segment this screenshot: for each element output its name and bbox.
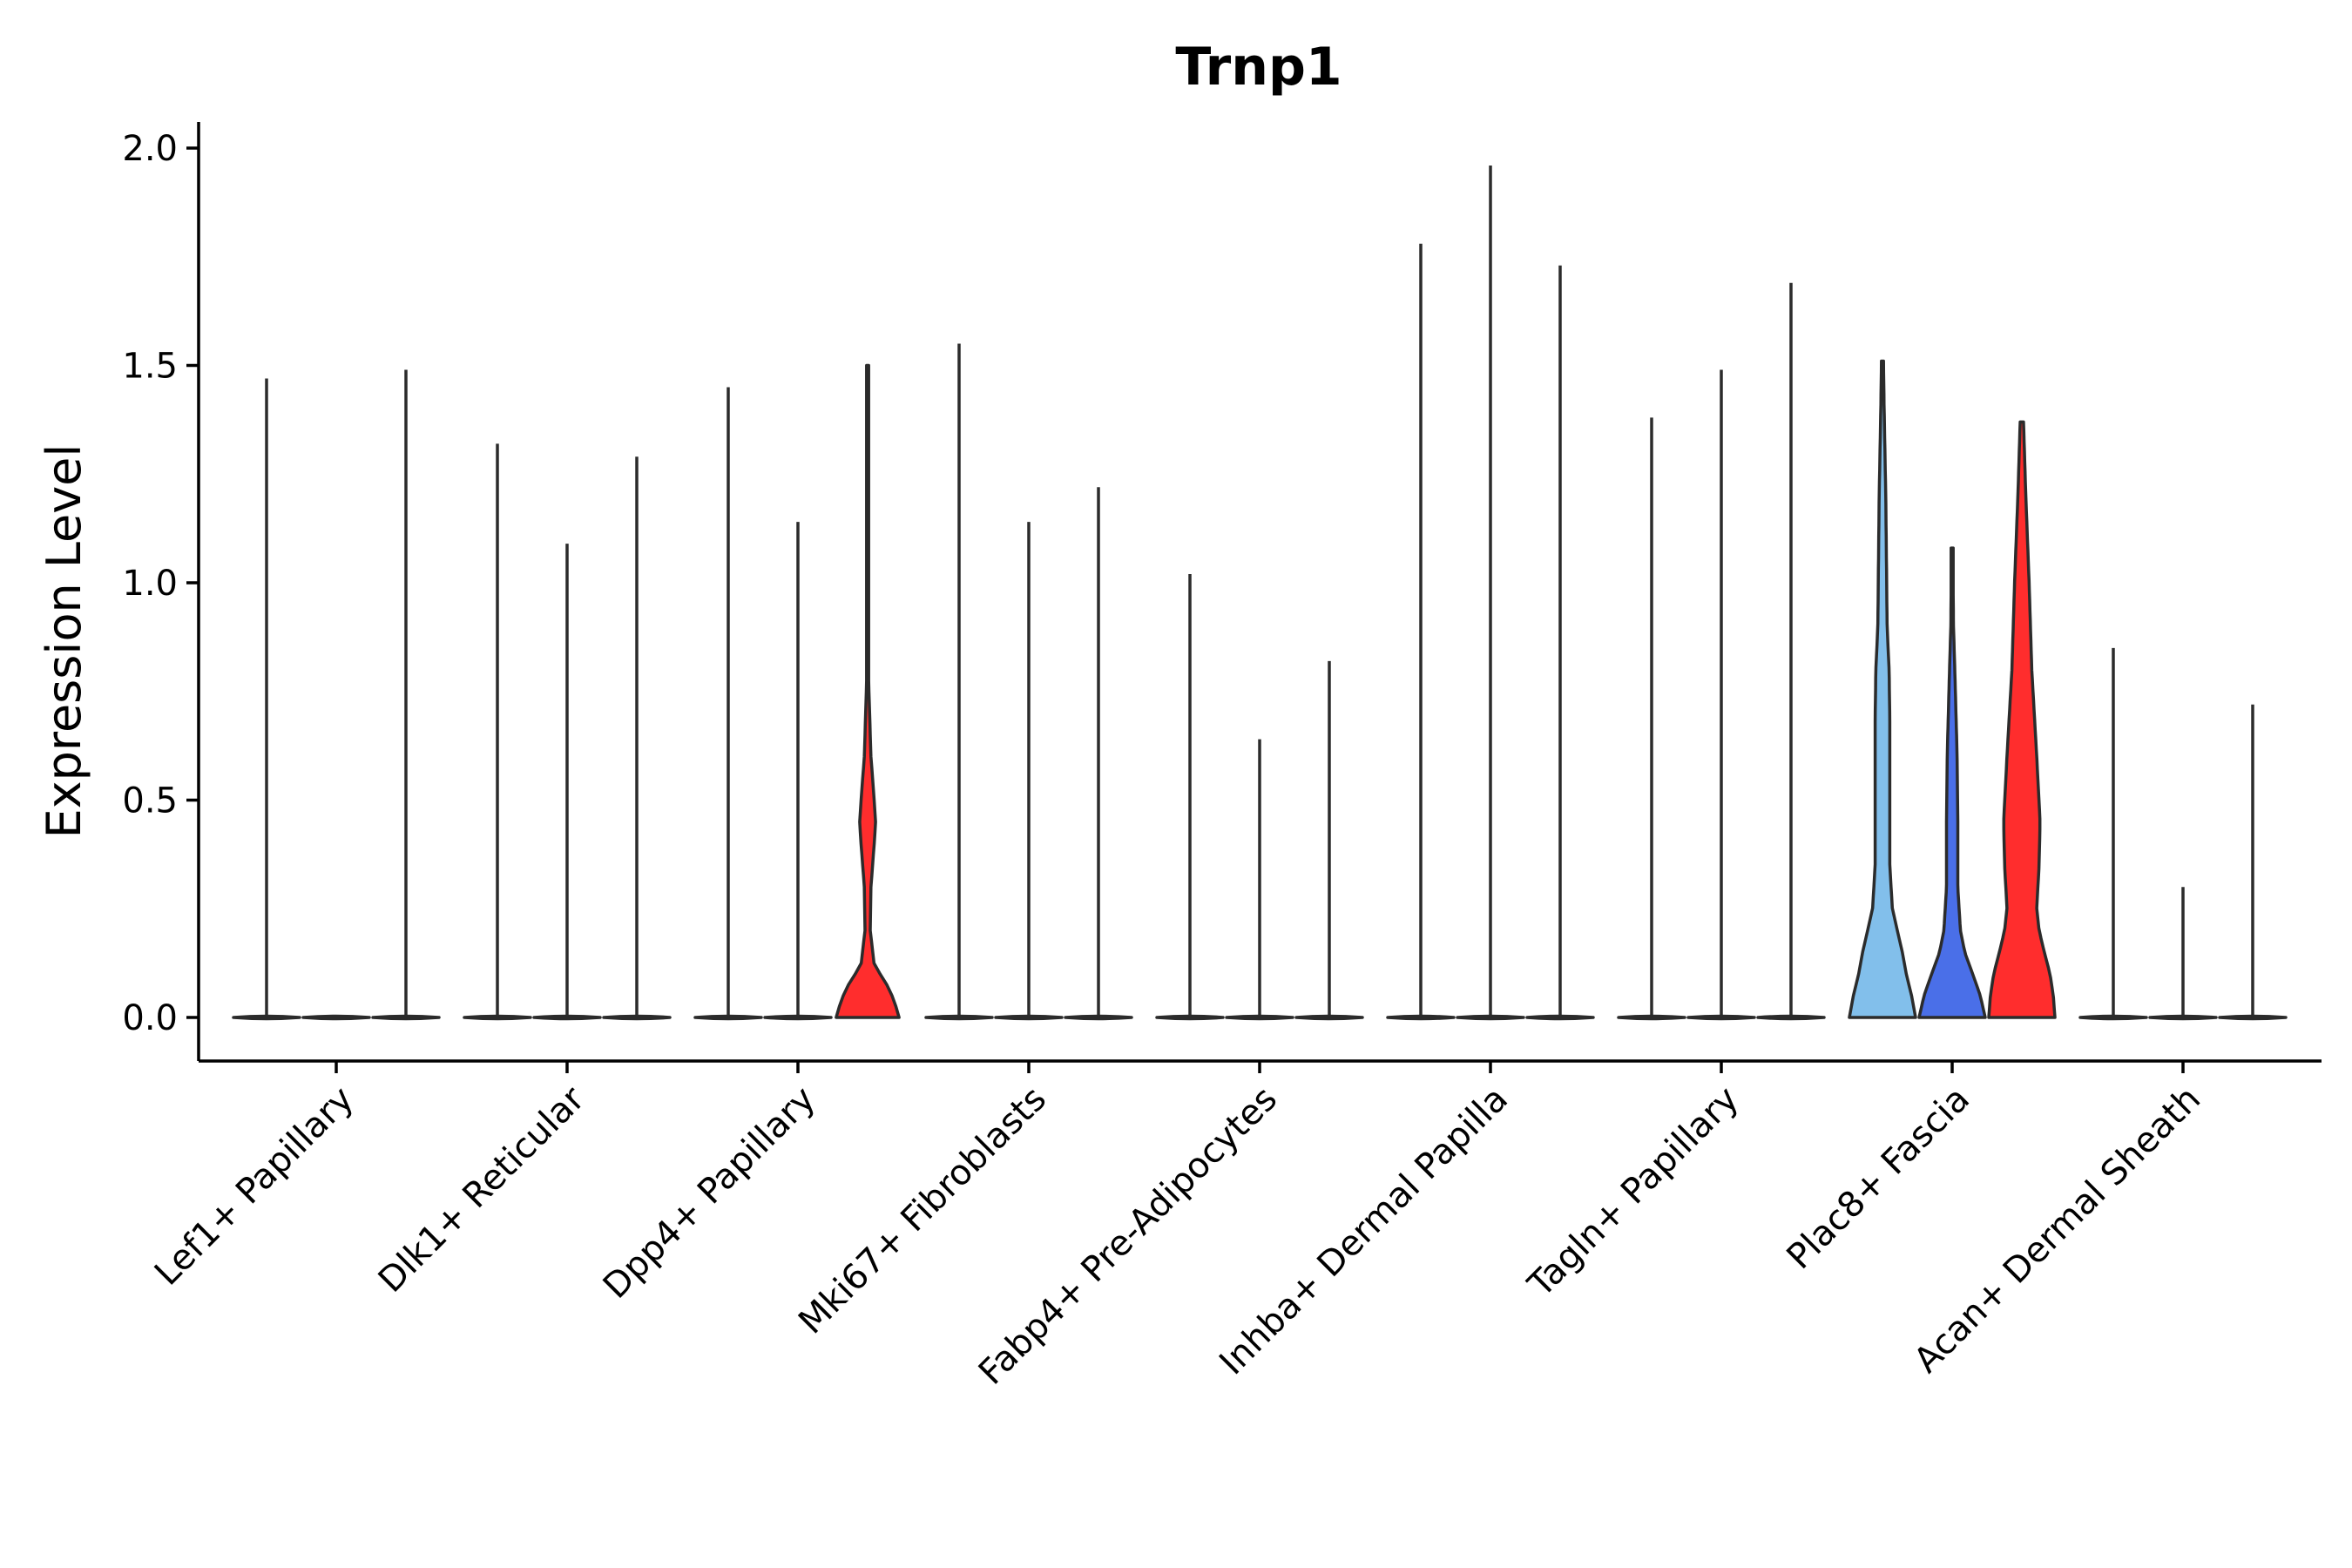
x-tick-label: Dlk1+ Reticular <box>371 1078 593 1301</box>
chart-title: Trnp1 <box>1175 37 1342 98</box>
x-tick-label: Lef1+ Papillary <box>147 1079 362 1294</box>
violins-layer <box>232 165 2288 1021</box>
y-tick-label: 0.5 <box>122 781 178 821</box>
violin-base-0-1 <box>301 1014 371 1021</box>
y-tick-label: 1.0 <box>122 564 178 604</box>
x-tick-label: Plac8+ Fascia <box>1780 1079 1978 1278</box>
axes-layer: 0.0 0.5 1.0 1.5 2.0 Lef1+ Papillary Dlk1+ Reti… <box>122 122 2322 1393</box>
y-tick-label: 2.0 <box>122 129 178 169</box>
x-tick-label: Mki67+ Fibroblasts <box>791 1079 1054 1342</box>
y-tick-label: 0.0 <box>122 998 178 1038</box>
violin-7-1 <box>1917 546 1987 1019</box>
violin-2-2 <box>835 363 901 1019</box>
x-tick-label: Dpp4+ Papillary <box>596 1079 823 1307</box>
violin-7-2 <box>1987 420 2057 1019</box>
y-axis-label: Expression Level <box>37 444 91 839</box>
x-tick-label: Tagln+ Papillary <box>1520 1079 1747 1306</box>
violin-7-0 <box>1848 359 1917 1019</box>
y-tick-label: 1.5 <box>122 347 178 387</box>
